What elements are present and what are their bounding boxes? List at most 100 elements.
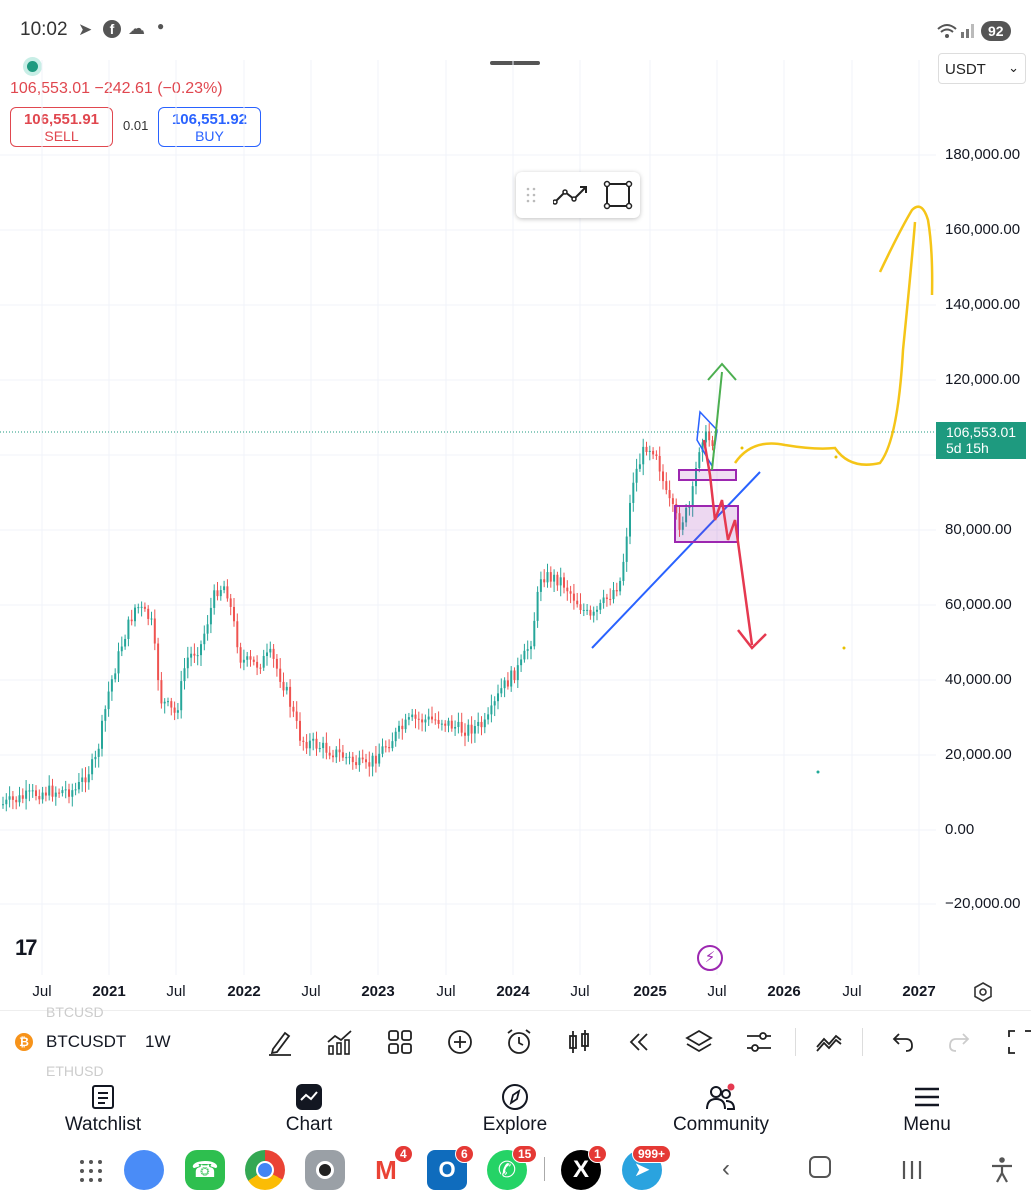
candle [335, 749, 338, 758]
candle [213, 590, 216, 608]
layers-icon[interactable] [684, 1027, 714, 1057]
candle [299, 720, 301, 741]
symbol-prev[interactable]: BTCUSD [46, 1004, 104, 1020]
candle [503, 680, 506, 689]
indicators-icon[interactable] [325, 1027, 355, 1057]
trend-tool-icon[interactable] [553, 182, 589, 208]
alarm-icon[interactable] [504, 1027, 534, 1057]
accessibility-icon[interactable] [990, 1156, 1014, 1184]
undo-icon[interactable] [886, 1027, 916, 1057]
price-axis-label: 160,000.00 [945, 221, 1021, 238]
time-axis-label: 2025 [633, 983, 667, 1000]
camera-app-icon[interactable] [305, 1150, 345, 1190]
spread-value: 0.01 [123, 118, 149, 133]
redo-icon[interactable] [946, 1027, 976, 1057]
candle [11, 796, 14, 800]
candle [401, 725, 404, 730]
candle [510, 670, 513, 687]
community-icon [706, 1083, 736, 1110]
candle [520, 659, 523, 666]
home-icon[interactable] [809, 1156, 831, 1178]
candle [2, 804, 4, 806]
add-icon[interactable] [445, 1027, 475, 1057]
sell-button[interactable]: 106,551.91 SELL [10, 107, 113, 147]
drawing-tools-icon[interactable] [265, 1027, 295, 1057]
drawing-dot [816, 770, 820, 774]
fullscreen-icon[interactable] [1005, 1027, 1031, 1057]
interval-selector[interactable]: 1W [145, 1032, 171, 1051]
time-axis-label: Jul [570, 983, 590, 1000]
candle [437, 719, 440, 724]
currency-select[interactable]: USDT ⌄ [938, 53, 1026, 84]
phone-app-icon[interactable]: ☎ [185, 1150, 225, 1190]
candle-type-icon[interactable] [564, 1027, 594, 1057]
whatsapp-badge: 15 [512, 1145, 538, 1163]
rectangle-tool-icon[interactable] [603, 180, 633, 210]
candle [434, 719, 437, 721]
candle [365, 759, 367, 763]
flash-icon[interactable]: ⚡ [697, 945, 723, 971]
candle [553, 574, 556, 582]
candle [678, 513, 681, 530]
symbol-selector[interactable]: BTCUSDT [46, 1032, 127, 1051]
candle [572, 593, 575, 601]
candle [497, 693, 499, 702]
whatsapp-app-icon[interactable]: ✆ [487, 1150, 527, 1190]
drawing-toolbar [516, 172, 640, 218]
candle [170, 701, 173, 708]
candle [444, 723, 447, 726]
candle [64, 789, 67, 791]
chrome-app-icon[interactable] [245, 1150, 285, 1190]
nav-explore[interactable]: Explore [445, 1082, 585, 1136]
sheet-grabber[interactable] [490, 61, 540, 65]
candle [440, 723, 443, 725]
bearish-arrow [702, 439, 754, 646]
candle [206, 624, 209, 634]
nav-community[interactable]: Community [651, 1082, 791, 1136]
settings-sliders-icon[interactable] [744, 1027, 774, 1057]
candle [173, 707, 176, 713]
candle [71, 790, 74, 797]
candle [312, 738, 315, 741]
nav-chart[interactable]: Chart [239, 1082, 379, 1136]
drag-handle-icon[interactable] [526, 186, 536, 204]
drawing-dot [740, 446, 744, 450]
symbol-next[interactable]: ETHUSD [46, 1063, 104, 1079]
price-chart[interactable] [0, 60, 1031, 1010]
price-axis-label: −20,000.00 [945, 895, 1021, 912]
candle [685, 507, 688, 523]
nav-watchlist[interactable]: Watchlist [33, 1082, 173, 1136]
candle [546, 572, 549, 583]
candle [355, 762, 358, 766]
chart-settings-icon[interactable] [972, 981, 994, 1003]
candle [629, 502, 631, 537]
outlook-badge: 6 [455, 1145, 474, 1163]
price-axis-label: 120,000.00 [945, 371, 1021, 388]
candle [619, 580, 622, 592]
candle [533, 620, 536, 647]
candle [279, 668, 282, 682]
nav-chart-label: Chart [285, 1114, 333, 1135]
messages-app-icon[interactable] [124, 1150, 164, 1190]
buy-button[interactable]: 106,551.92 BUY [158, 107, 261, 147]
candle [54, 792, 57, 797]
back-icon[interactable]: ‹ [722, 1155, 730, 1182]
candle [167, 701, 169, 703]
app-drawer-icon[interactable] [79, 1159, 103, 1183]
bullish-arrow [711, 371, 723, 471]
projection-arrowhead [878, 205, 934, 296]
candle [332, 755, 334, 758]
recents-icon[interactable] [901, 1160, 923, 1180]
candle [493, 701, 496, 706]
layout-grid-icon[interactable] [385, 1027, 415, 1057]
outlook-app-icon[interactable]: O [427, 1150, 467, 1190]
time-axis-label: 2027 [902, 983, 936, 1000]
pattern-tool-icon[interactable] [814, 1027, 844, 1057]
nav-menu[interactable]: Menu [857, 1082, 997, 1136]
replay-icon[interactable] [624, 1027, 654, 1057]
candle [134, 607, 136, 622]
candle [454, 727, 457, 729]
candle [523, 650, 526, 660]
toolbar-divider [862, 1028, 863, 1056]
candle [117, 651, 120, 674]
